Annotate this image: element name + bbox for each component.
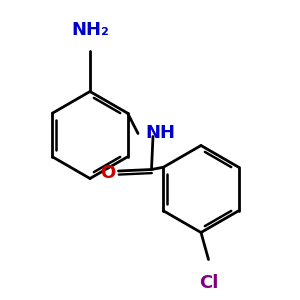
- Text: O: O: [100, 164, 116, 181]
- Text: Cl: Cl: [199, 274, 218, 292]
- Text: NH: NH: [146, 124, 176, 142]
- Text: NH₂: NH₂: [71, 21, 109, 39]
